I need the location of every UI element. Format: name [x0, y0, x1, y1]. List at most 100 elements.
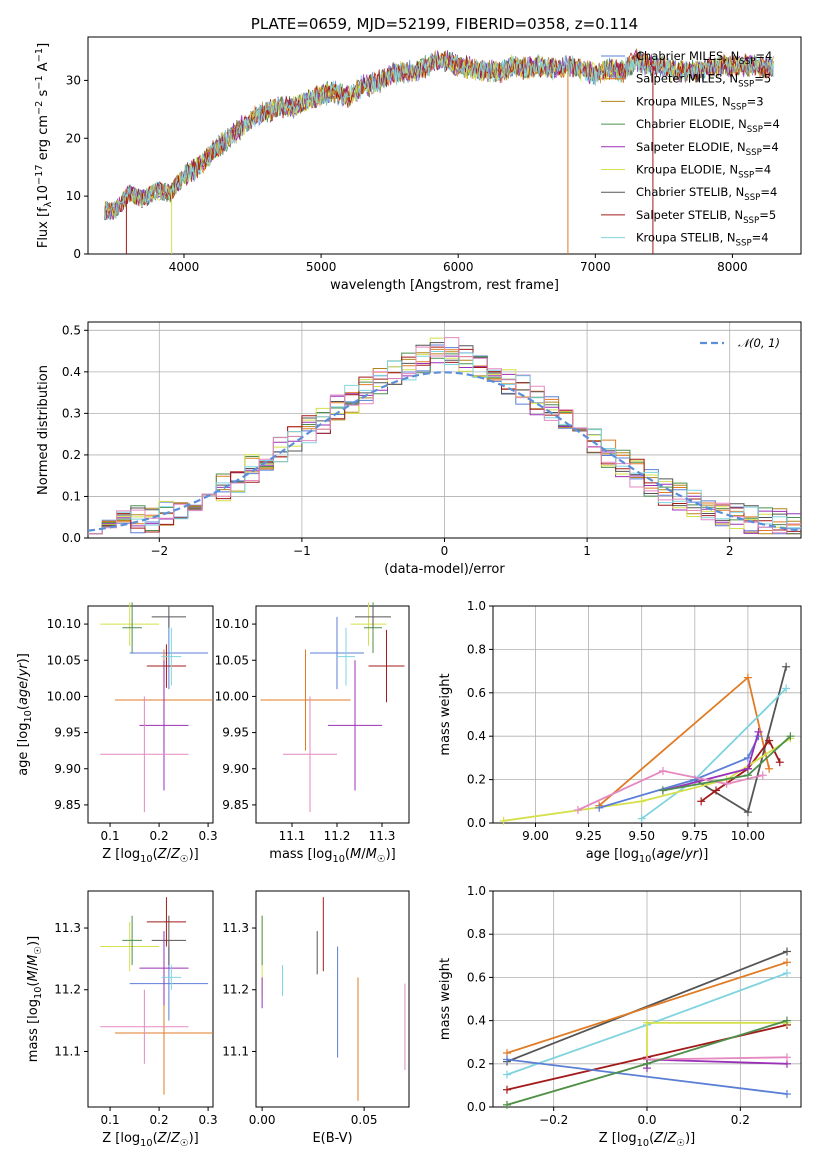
normal-reference-curve [87, 371, 802, 532]
y-tick-label: 0.4 [467, 729, 486, 743]
x-tick-label: 11.2 [324, 829, 351, 843]
label-part: )] [189, 1131, 199, 1146]
y-tick-label: 11.2 [54, 983, 81, 997]
x-tick-label: −2 [150, 544, 168, 558]
label-part: Z [log [102, 847, 140, 862]
histogram-series-step [88, 337, 801, 535]
label-part: −17 [34, 164, 45, 185]
label-part: mass [log [26, 999, 41, 1062]
y-axis-label: age [log10(age/yr)] [16, 653, 34, 776]
x-axis-label: mass [log10(M/M☉)] [269, 847, 395, 865]
y-tick-label: 30 [66, 73, 81, 87]
label-part: / [167, 1131, 172, 1146]
label-part: E(B-V) [312, 1131, 352, 1146]
label-part: )] [685, 1131, 695, 1146]
mass-weight-line [506, 961, 788, 1054]
x-tick-label: 0.1 [101, 829, 120, 843]
label-part: Kroupa MILES, N [636, 94, 731, 108]
label-part: A [36, 62, 51, 75]
x-tick-label: −0.2 [539, 1113, 568, 1127]
x-tick-label: 0.1 [101, 1113, 120, 1127]
axes-frame [87, 36, 802, 255]
label-part: Chabrier STELIB, N [636, 185, 744, 199]
y-tick-label: 10 [66, 189, 81, 203]
label-part: )] [189, 847, 199, 862]
x-tick-label: 9.25 [575, 829, 602, 843]
label-part: Normed distribution [36, 365, 51, 495]
label-part: wavelength [Angstrom, rest frame] [330, 278, 559, 293]
x-axis-label: Z [log10(Z/Z☉)] [599, 1131, 696, 1149]
y-tick-label: 11.3 [54, 921, 81, 935]
axes-frame [87, 890, 214, 1108]
label-part: SSP [731, 102, 747, 112]
label-part: 10 [36, 185, 51, 202]
label-part: Z [log [599, 1131, 637, 1146]
legend-entry: Salpeter STELIB, NSSP=5 [636, 208, 776, 226]
y-tick-label: 9.90 [222, 762, 249, 776]
label-part: Z [653, 1131, 664, 1146]
mass-weight-line [646, 1056, 788, 1061]
x-axis-label: E(B-V) [312, 1131, 352, 1146]
label-part: 10 [637, 1138, 649, 1149]
x-axis-label: Z [log10(Z/Z☉)] [102, 847, 199, 865]
label-part: / [361, 847, 366, 862]
errorbar-panel: 11.1 11.2 11.3 9.85 9.90 9.95 10.00 10.05 10.10 m… [215, 602, 410, 865]
x-tick-label: 1 [583, 544, 591, 558]
y-tick-label: 0.2 [62, 448, 81, 462]
spectrum-panel: 4000 5000 6000 7000 8000 0 10 20 30 wavelength [A… [34, 15, 802, 293]
label-part: )] [386, 847, 396, 862]
label-part: 10 [332, 854, 344, 865]
label-part: M [350, 847, 361, 862]
y-axis-label: Flux [fλ10−17 erg cm−2 s−1 A−1] [34, 43, 54, 248]
legend-entry: Kroupa STELIB, NSSP=4 [636, 231, 769, 249]
label-part: Z [666, 1131, 677, 1146]
label-part: 10 [23, 710, 34, 722]
label-part: ( [26, 982, 41, 987]
axes-frame [492, 605, 802, 824]
y-tick-label: 11.1 [54, 1044, 81, 1058]
label-part: Z [170, 1131, 181, 1146]
y-tick-label: 0.0 [467, 1100, 486, 1114]
x-tick-label: 0.2 [731, 1113, 750, 1127]
y-tick-label: 0.4 [467, 1014, 486, 1028]
y-tick-label: 10.00 [47, 689, 81, 703]
label-part: age [log [586, 847, 639, 862]
label-part: ☉ [33, 946, 44, 955]
label-part: 10 [33, 987, 44, 999]
label-part: SSP [743, 216, 759, 226]
x-tick-label: 0.2 [150, 1113, 169, 1127]
chart-title: PLATE=0659, MJD=52199, FIBERID=0358, z=0… [251, 15, 638, 33]
label-part: / [167, 847, 172, 862]
y-axis-label: mass weight [438, 673, 453, 755]
label-part: age [16, 681, 31, 705]
y-tick-label: 9.85 [222, 798, 249, 812]
x-axis-label: age [log10(age/yr)] [586, 847, 709, 865]
label-part: / [16, 676, 31, 681]
label-part: Kroupa ELODIE, N [636, 163, 738, 177]
y-tick-label: 20 [66, 131, 81, 145]
label-part: ☉ [180, 854, 189, 865]
label-part: Z [157, 847, 168, 862]
label-part: Salpeter ELODIE, N [636, 140, 746, 154]
label-part: ☉ [676, 1138, 685, 1149]
y-tick-label: 0.6 [467, 970, 486, 984]
y-axis-label: mass [log10(M/M☉)] [26, 936, 44, 1062]
y-tick-label: 0.8 [467, 927, 486, 941]
x-tick-label: 9.00 [522, 829, 549, 843]
label-part: Salpeter STELIB, N [636, 208, 743, 222]
label-part: ( [153, 847, 158, 862]
label-part: Chabrier ELODIE, N [636, 117, 747, 131]
x-tick-label: 9.50 [628, 829, 655, 843]
label-part: yr [16, 662, 31, 678]
x-tick-label: 0.05 [351, 1113, 378, 1127]
legend-entry: Chabrier STELIB, NSSP=4 [636, 185, 777, 203]
label-part: M [26, 970, 41, 981]
spectrum-series-line [104, 52, 774, 220]
label-part: SSP [746, 148, 762, 158]
label-part: age [656, 847, 680, 862]
y-tick-label: 0.8 [467, 642, 486, 656]
legend-entry: Kroupa MILES, NSSP=3 [636, 94, 764, 112]
y-axis-label: mass weight [438, 958, 453, 1040]
x-axis-label: Z [log10(Z/Z☉)] [102, 1131, 199, 1149]
